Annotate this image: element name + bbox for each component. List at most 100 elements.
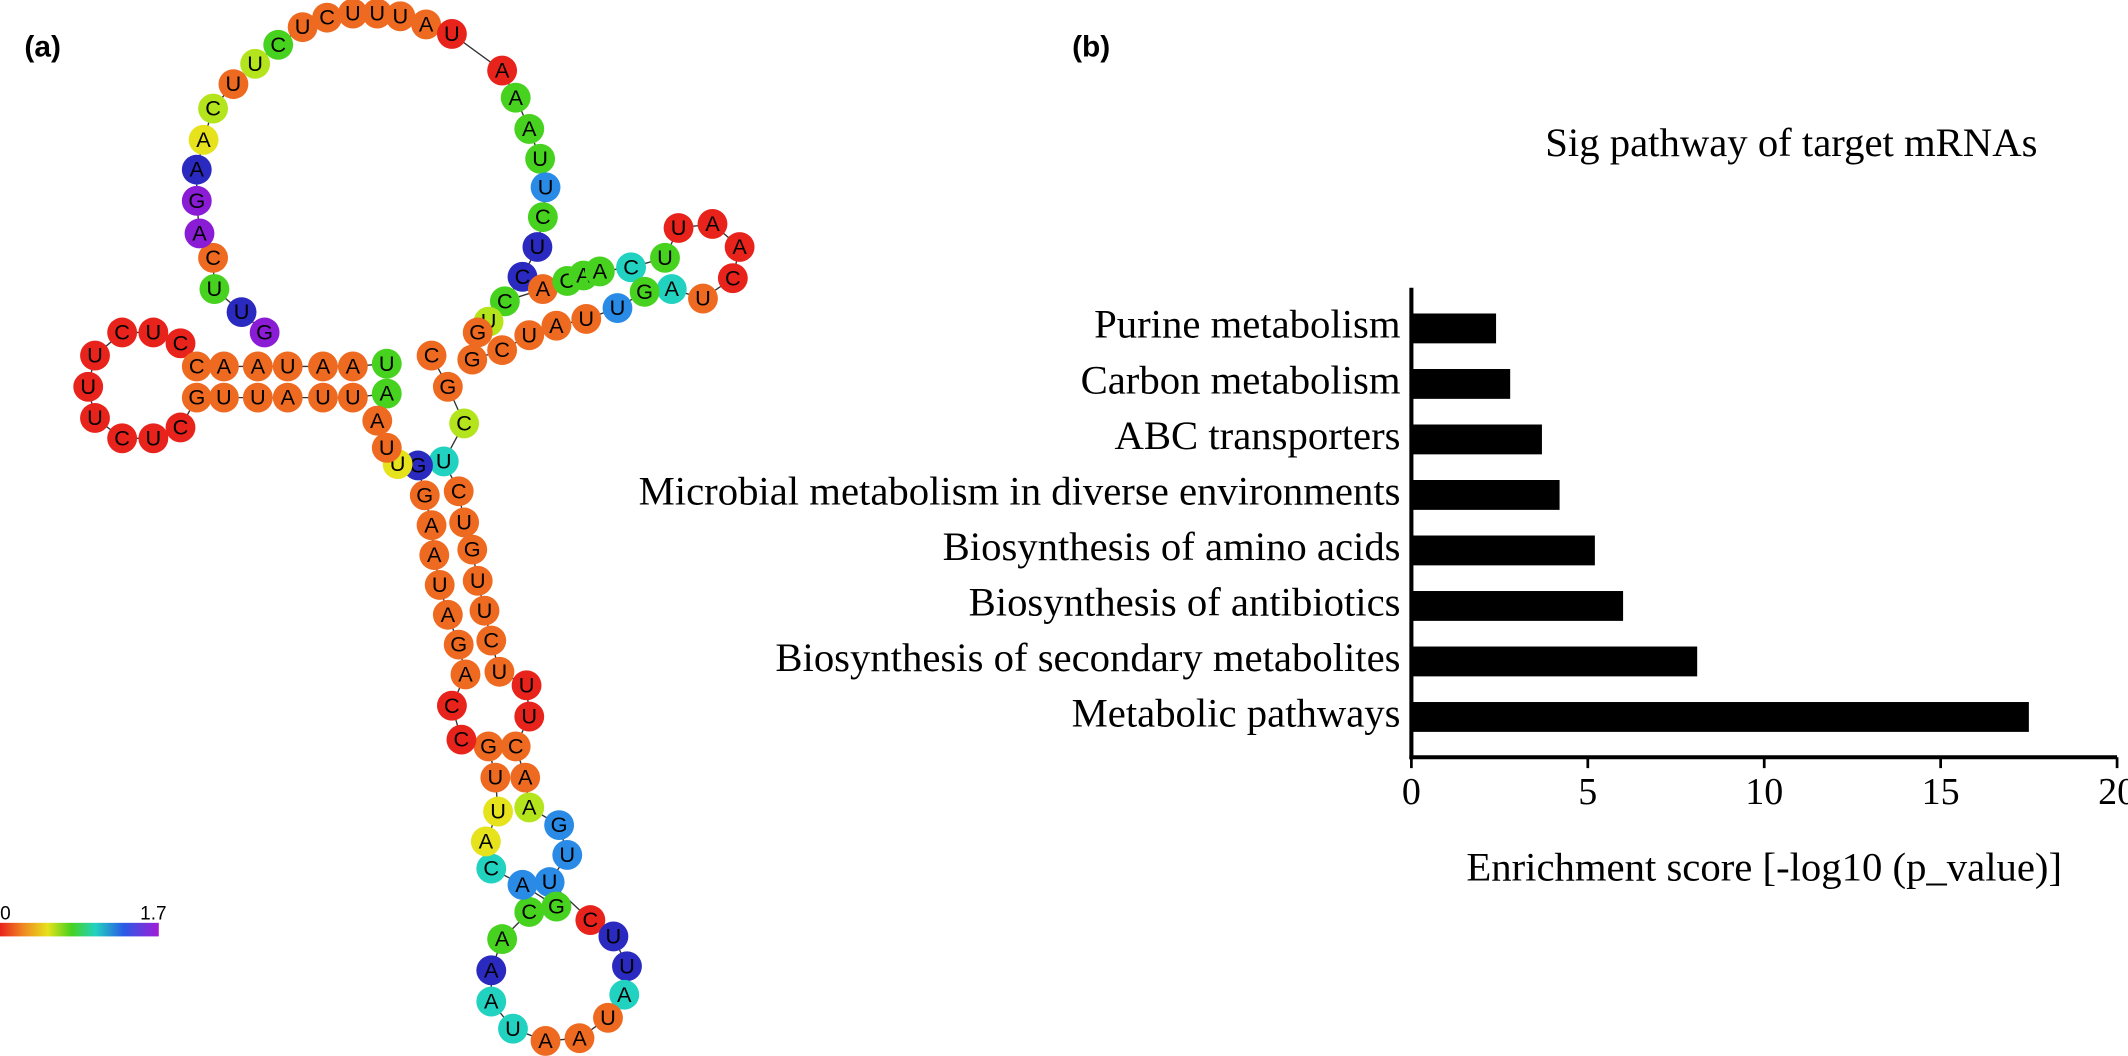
nucleotide [181, 154, 212, 185]
nucleotide-base: U [521, 322, 537, 347]
nucleotide-base: U [369, 1, 385, 26]
nucleotide [609, 979, 640, 1010]
nucleotide-base: C [483, 628, 499, 653]
nucleotide-base: U [519, 672, 535, 697]
nucleotide [476, 853, 507, 884]
nucleotide-base: A [251, 354, 266, 379]
nucleotide [337, 351, 368, 382]
nucleotide-base: G [416, 482, 433, 507]
nucleotide-base: A [346, 354, 361, 379]
nucleotide-base: U [542, 869, 558, 894]
nucleotide [544, 810, 575, 841]
nucleotide [476, 625, 507, 656]
nucleotide [514, 113, 545, 144]
nucleotide [527, 274, 558, 304]
nucleotide-base: C [424, 343, 440, 368]
nucleotide-base: U [393, 3, 409, 28]
bar [1411, 424, 1542, 455]
nucleotide-base: A [518, 765, 533, 790]
nucleotide-base: U [532, 146, 548, 171]
nucleotide [507, 869, 538, 900]
nucleotide [446, 724, 477, 755]
nucleotide [500, 731, 531, 762]
nucleotide-base: A [316, 354, 331, 379]
nucleotide [541, 891, 572, 922]
nucleotide-base: U [379, 435, 395, 460]
nucleotide-base: A [495, 58, 510, 83]
x-axis-label: Enrichment score [-log10 (p_value)] [1466, 845, 2062, 890]
nucleotide [287, 12, 318, 43]
nucleotide [724, 232, 755, 262]
nucleotide-base: C [535, 204, 551, 229]
nucleotide [416, 340, 447, 371]
nucleotide-base: A [732, 234, 747, 259]
nucleotide-base: A [593, 259, 608, 284]
nucleotide [510, 762, 541, 793]
nucleotide [571, 303, 602, 334]
panel-label: (a) [24, 31, 60, 64]
nucleotide [575, 905, 606, 936]
colorbar [0, 922, 159, 937]
nucleotide-base: G [439, 374, 456, 399]
nucleotide [629, 276, 660, 307]
nucleotide-base: C [582, 907, 598, 932]
colorbar-min: 0 [0, 904, 11, 925]
nucleotide-base: U [207, 276, 223, 301]
nucleotide [450, 659, 481, 690]
nucleotide-base: U [295, 14, 311, 39]
nucleotide [530, 172, 561, 203]
nucleotide [656, 274, 687, 304]
nucleotide [138, 317, 169, 348]
nucleotide-base: A [495, 926, 510, 951]
nucleotide-base: C [319, 5, 335, 30]
nucleotide-base: A [572, 1025, 587, 1050]
x-tick-label: 0 [1402, 771, 1421, 813]
nucleotide [432, 599, 463, 630]
nucleotide-base: U [345, 385, 361, 410]
nucleotide [138, 423, 169, 454]
y-tick-label: Microbial metabolism in diverse environm… [639, 468, 1401, 513]
nucleotide [489, 286, 520, 317]
nucleotide-base: U [487, 765, 503, 790]
nucleotide [584, 256, 615, 287]
nucleotide [462, 565, 493, 596]
nucleotide-base: U [530, 234, 546, 259]
nucleotide [593, 1002, 623, 1033]
nucleotide-base: G [450, 632, 467, 657]
nucleotide-base: U [234, 299, 250, 324]
nucleotide [616, 252, 646, 283]
nucleotide [443, 629, 474, 660]
y-tick-label: Biosynthesis of secondary metabolites [775, 635, 1400, 680]
nucleotide [473, 731, 504, 762]
nucleotide-base: G [256, 320, 273, 345]
nucleotide [443, 476, 474, 507]
nucleotide-base: U [492, 659, 508, 684]
nucleotide-base: A [484, 989, 499, 1014]
bar [1411, 591, 1624, 621]
nucleotide [362, 0, 393, 29]
nucleotide-base: C [521, 899, 537, 924]
nucleotide [242, 382, 273, 413]
bar [1411, 702, 2029, 732]
nucleotide-base: C [725, 265, 741, 290]
nucleotide [552, 840, 583, 870]
colorbar-max: 1.7 [140, 904, 166, 925]
nucleotide-base: A [380, 381, 395, 406]
nucleotide-base: C [454, 727, 470, 752]
bar-chart: Sig pathway of target mRNAs Enrichment s… [639, 120, 2128, 890]
nucleotide [312, 2, 342, 33]
nucleotide [181, 185, 212, 216]
nucleotide [411, 9, 442, 40]
nucleotide-base: U [490, 799, 506, 824]
nucleotide [457, 344, 488, 375]
nucleotide-base: A [538, 1028, 553, 1053]
nucleotide [165, 412, 196, 443]
nucleotide [249, 317, 280, 348]
nucleotide-base: U [280, 354, 296, 379]
nucleotide-base: U [436, 449, 452, 474]
nucleotide [484, 656, 515, 687]
nucleotide-base: C [205, 245, 221, 270]
